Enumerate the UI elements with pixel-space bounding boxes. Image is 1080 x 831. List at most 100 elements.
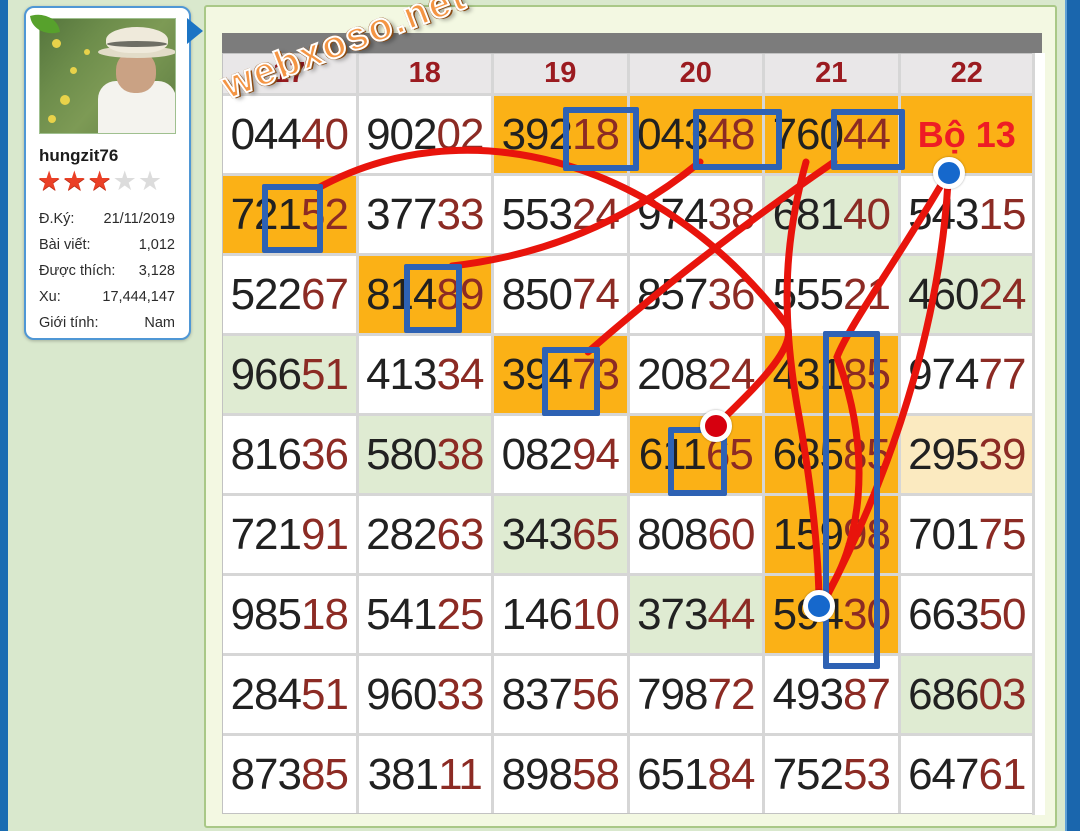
avatar[interactable] <box>39 18 176 134</box>
digits-head: 413 <box>366 349 437 399</box>
table-cell: 898 58 <box>494 736 627 813</box>
digits-tail: 02 <box>436 109 484 159</box>
lottery-table: 17 18 19 20 21 22 044 40 902 02 392 18 043 48 760 44 Bộ … <box>222 53 1034 814</box>
digits-tail: 85 <box>842 349 891 399</box>
digits-tail: 03 <box>978 669 1026 719</box>
column-header: 21 <box>765 54 898 93</box>
table-cell: 343 65 <box>494 496 627 573</box>
table-cell: 555 21 <box>765 256 898 333</box>
digits-head: 960 <box>366 669 437 719</box>
digits-head: 985 <box>230 589 302 639</box>
digits-head: 460 <box>908 269 979 319</box>
digits-tail: 77 <box>978 349 1026 399</box>
digits-head: 685 <box>772 429 844 479</box>
table-cell: 043 48 <box>629 96 762 173</box>
table-cell: 974 77 <box>900 336 1033 413</box>
table-cell: 681 40 <box>765 176 898 253</box>
digits-tail: 38 <box>436 429 484 479</box>
digits-head: 816 <box>230 429 302 479</box>
bo-13-label: Bộ 13 <box>900 96 1033 173</box>
digits-head: 974 <box>908 349 979 399</box>
column-header: 20 <box>629 54 762 93</box>
digits-tail: 18 <box>571 109 620 159</box>
table-cell: 381 11 <box>358 736 491 813</box>
column-header: 22 <box>900 54 1033 93</box>
table-cell: 460 24 <box>900 256 1033 333</box>
digits-head: 681 <box>772 189 844 239</box>
digits-head: 647 <box>908 749 979 799</box>
table-cell: 431 85 <box>765 336 898 413</box>
digits-tail: 24 <box>571 189 620 239</box>
foliage-decoration <box>48 115 56 123</box>
scrollbar[interactable] <box>1065 0 1080 831</box>
stat-label: Được thích: <box>39 263 116 279</box>
digits-head: 493 <box>772 669 844 719</box>
foliage-decoration <box>52 39 61 48</box>
table-cell: 857 36 <box>629 256 762 333</box>
stat-row: Bài viết: 1,012 <box>39 232 175 258</box>
foliage-decoration <box>84 49 90 55</box>
table-cell: 837 56 <box>494 656 627 733</box>
digits-head: 651 <box>637 749 708 799</box>
digits-tail: 44 <box>842 109 891 159</box>
digits-tail: 53 <box>842 749 891 799</box>
digits-tail: 24 <box>978 269 1026 319</box>
digits-head: 381 <box>367 749 439 799</box>
star-icon: ★ <box>87 166 113 196</box>
digits-tail: 36 <box>707 269 755 319</box>
digits-head: 857 <box>637 269 708 319</box>
stat-value: Nam <box>144 315 175 331</box>
digits-tail: 87 <box>842 669 891 719</box>
digits-tail: 48 <box>707 109 755 159</box>
table-cell: 594 30 <box>765 576 898 653</box>
table-cell: 850 74 <box>494 256 627 333</box>
digits-head: 555 <box>772 269 844 319</box>
stat-row: Đ.Ký: 21/11/2019 <box>39 206 175 232</box>
digits-head: 343 <box>501 509 573 559</box>
avatar-hat-band <box>107 41 167 47</box>
avatar-hat <box>106 27 168 53</box>
digits-head: 044 <box>230 109 302 159</box>
digits-tail: 56 <box>571 669 620 719</box>
table-cell: 611 65 <box>629 416 762 493</box>
digits-head: 898 <box>501 749 573 799</box>
digits-head: 686 <box>908 669 979 719</box>
table-cell: 553 24 <box>494 176 627 253</box>
table-cell: 373 44 <box>629 576 762 653</box>
digits-tail: 65 <box>571 509 620 559</box>
table-cell: 721 52 <box>223 176 356 253</box>
digits-tail: 98 <box>842 509 891 559</box>
digits-head: 808 <box>637 509 708 559</box>
digits-tail: 30 <box>842 589 891 639</box>
digits-head: 043 <box>637 109 708 159</box>
stat-label: Bài viết: <box>39 237 91 253</box>
digits-tail: 39 <box>978 429 1026 479</box>
table-cell: 647 61 <box>900 736 1033 813</box>
username[interactable]: hungzit76 <box>39 146 119 165</box>
digits-head: 553 <box>501 189 573 239</box>
star-icon: ★ <box>137 166 164 196</box>
stat-row: Được thích: 3,128 <box>39 258 175 284</box>
digits-head: 159 <box>772 509 844 559</box>
digits-tail: 24 <box>707 349 755 399</box>
digits-tail: 61 <box>978 749 1026 799</box>
digits-tail: 67 <box>300 269 349 319</box>
digits-head: 522 <box>230 269 302 319</box>
digits-tail: 51 <box>300 349 349 399</box>
stat-row: Giới tính: Nam <box>39 310 175 336</box>
digits-tail: 84 <box>707 749 755 799</box>
table-cell: 816 36 <box>223 416 356 493</box>
digits-tail: 91 <box>300 509 349 559</box>
digits-head: 146 <box>501 589 573 639</box>
digits-tail: 72 <box>707 669 755 719</box>
table-cell: 685 85 <box>765 416 898 493</box>
digits-tail: 33 <box>436 189 484 239</box>
table-cell: 798 72 <box>629 656 762 733</box>
digits-tail: 74 <box>571 269 620 319</box>
digits-head: 208 <box>637 349 708 399</box>
table-cell: 044 40 <box>223 96 356 173</box>
table-cell: 146 10 <box>494 576 627 653</box>
column-header: 17 <box>223 54 356 93</box>
profile-card: hungzit76 ★★★★★ Đ.Ký: 21/11/2019 Bài viết:… <box>24 6 191 340</box>
